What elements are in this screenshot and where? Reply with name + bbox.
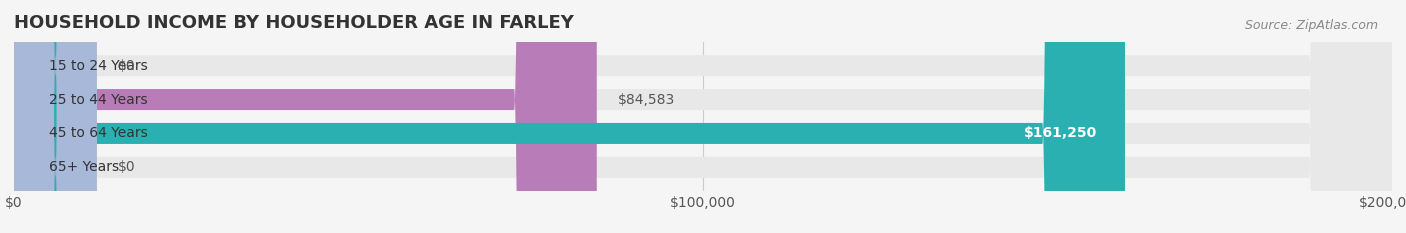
Text: 25 to 44 Years: 25 to 44 Years bbox=[48, 93, 148, 106]
Text: HOUSEHOLD INCOME BY HOUSEHOLDER AGE IN FARLEY: HOUSEHOLD INCOME BY HOUSEHOLDER AGE IN F… bbox=[14, 14, 574, 32]
Text: Source: ZipAtlas.com: Source: ZipAtlas.com bbox=[1244, 19, 1378, 32]
Text: $0: $0 bbox=[118, 160, 135, 174]
FancyBboxPatch shape bbox=[14, 0, 97, 233]
FancyBboxPatch shape bbox=[14, 0, 97, 233]
FancyBboxPatch shape bbox=[14, 0, 596, 233]
FancyBboxPatch shape bbox=[14, 0, 1125, 233]
FancyBboxPatch shape bbox=[14, 0, 1392, 233]
Text: $0: $0 bbox=[118, 59, 135, 73]
Text: $161,250: $161,250 bbox=[1024, 127, 1098, 140]
Text: 65+ Years: 65+ Years bbox=[48, 160, 118, 174]
Text: 45 to 64 Years: 45 to 64 Years bbox=[48, 127, 148, 140]
Text: $84,583: $84,583 bbox=[617, 93, 675, 106]
FancyBboxPatch shape bbox=[14, 0, 1392, 233]
FancyBboxPatch shape bbox=[14, 0, 1392, 233]
FancyBboxPatch shape bbox=[14, 0, 1392, 233]
Text: 15 to 24 Years: 15 to 24 Years bbox=[48, 59, 148, 73]
